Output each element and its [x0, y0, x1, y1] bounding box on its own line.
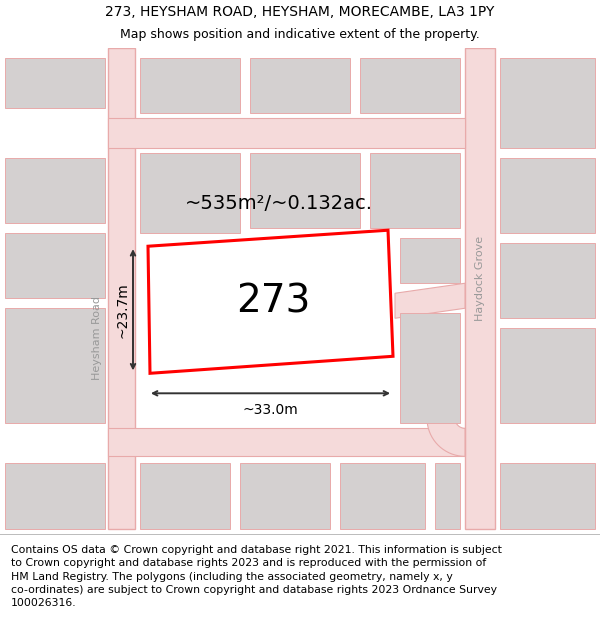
Polygon shape	[500, 328, 595, 423]
Text: 273: 273	[236, 282, 310, 320]
Polygon shape	[250, 58, 350, 113]
Polygon shape	[400, 313, 460, 423]
Polygon shape	[427, 418, 465, 456]
Polygon shape	[108, 428, 465, 456]
Polygon shape	[5, 233, 105, 298]
Polygon shape	[500, 158, 595, 233]
Polygon shape	[140, 58, 240, 113]
Text: Map shows position and indicative extent of the property.: Map shows position and indicative extent…	[120, 28, 480, 41]
Text: Heysham Road: Heysham Road	[92, 296, 102, 380]
Polygon shape	[200, 283, 300, 363]
Polygon shape	[148, 230, 393, 373]
Polygon shape	[108, 48, 135, 529]
Polygon shape	[140, 153, 240, 233]
Polygon shape	[5, 308, 105, 423]
Polygon shape	[360, 58, 460, 113]
Polygon shape	[400, 238, 460, 283]
Polygon shape	[340, 463, 425, 529]
Text: ~23.7m: ~23.7m	[115, 282, 129, 338]
Polygon shape	[5, 158, 105, 223]
Polygon shape	[5, 58, 105, 108]
Text: ~33.0m: ~33.0m	[242, 403, 298, 418]
Polygon shape	[240, 463, 330, 529]
Polygon shape	[108, 118, 465, 148]
Text: Haydock Grove: Haydock Grove	[475, 236, 485, 321]
Polygon shape	[500, 58, 595, 148]
Polygon shape	[465, 48, 495, 529]
Polygon shape	[5, 463, 105, 529]
Polygon shape	[435, 463, 460, 529]
Polygon shape	[500, 243, 595, 318]
Text: 273, HEYSHAM ROAD, HEYSHAM, MORECAMBE, LA3 1PY: 273, HEYSHAM ROAD, HEYSHAM, MORECAMBE, L…	[106, 5, 494, 19]
Text: ~535m²/~0.132ac.: ~535m²/~0.132ac.	[185, 194, 373, 213]
Polygon shape	[370, 153, 460, 228]
Text: Contains OS data © Crown copyright and database right 2021. This information is : Contains OS data © Crown copyright and d…	[11, 545, 502, 608]
Polygon shape	[140, 463, 230, 529]
Polygon shape	[500, 463, 595, 529]
Polygon shape	[395, 283, 465, 318]
Polygon shape	[250, 153, 360, 228]
